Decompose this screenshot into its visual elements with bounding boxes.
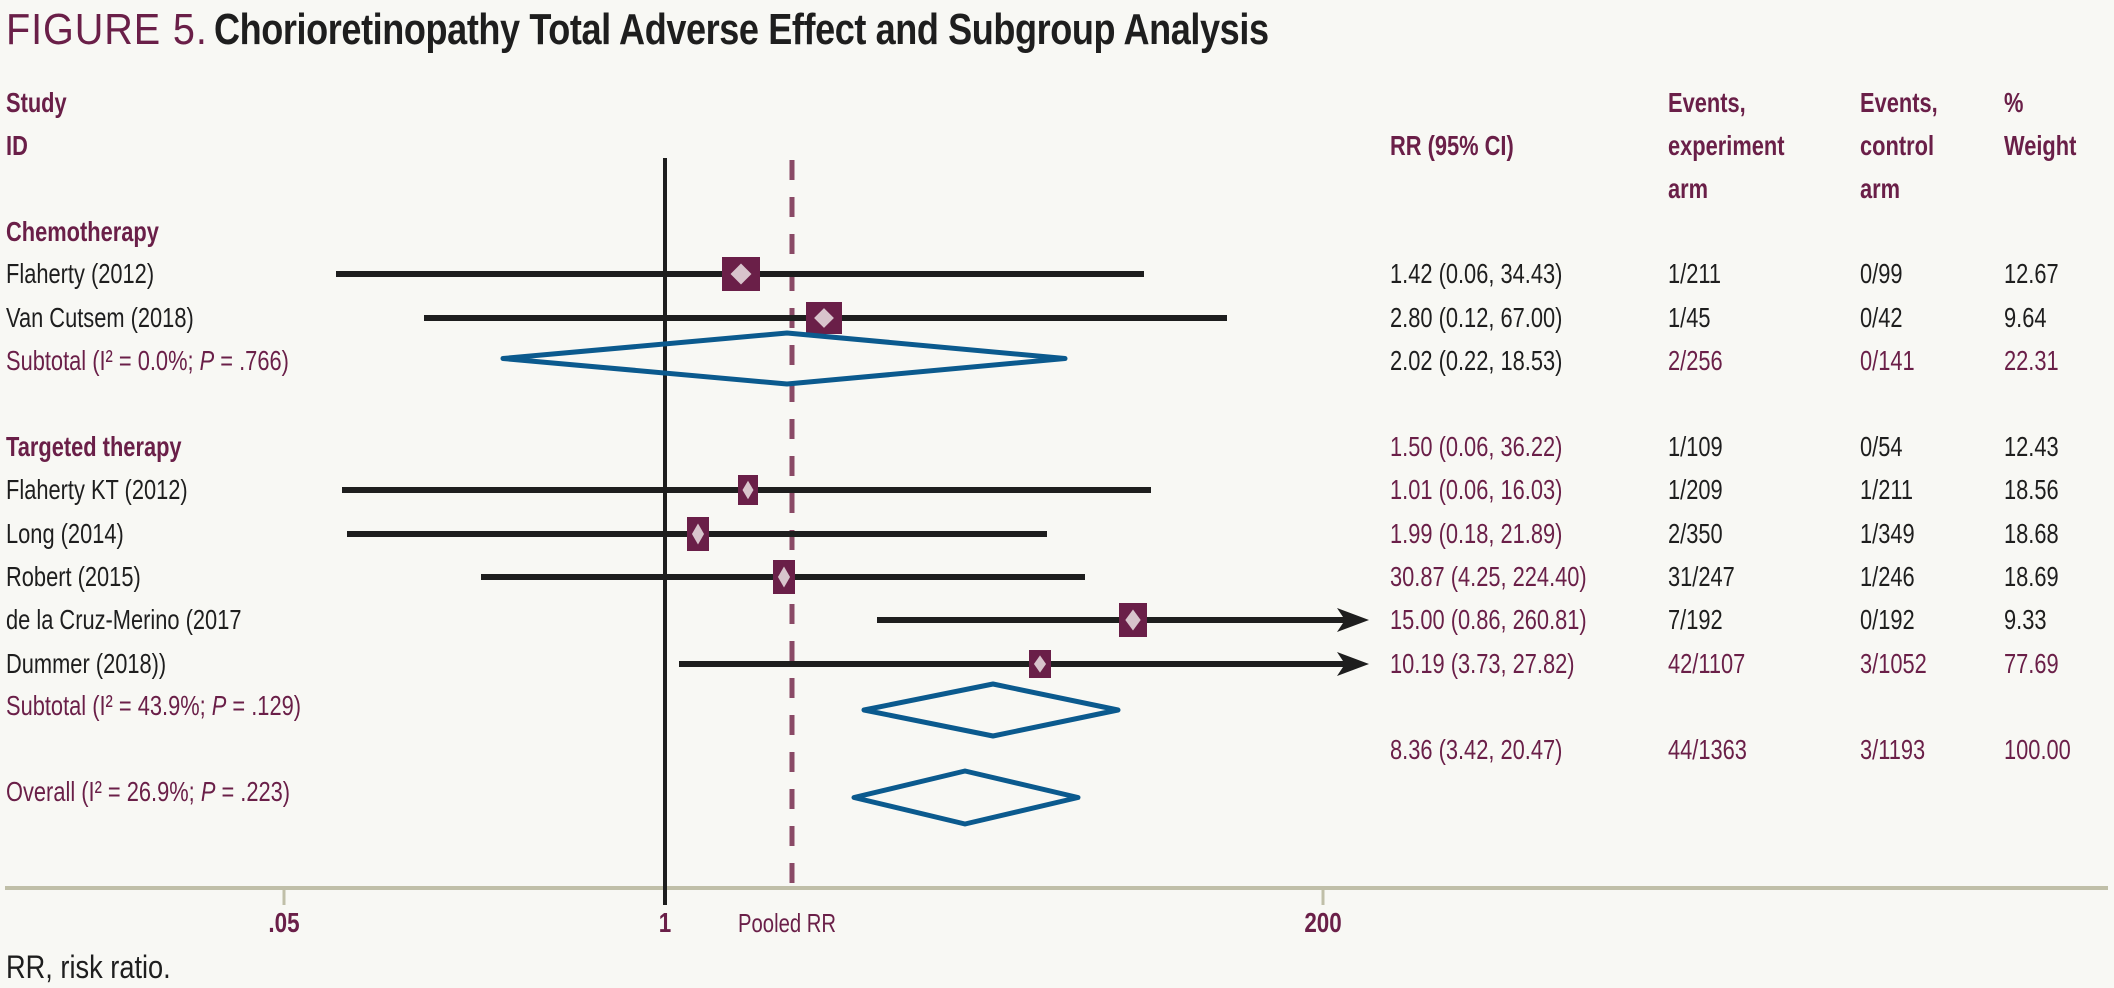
p-value: = .129) bbox=[226, 690, 302, 721]
marker-diamond-icon bbox=[814, 308, 834, 328]
ci-arrow bbox=[1337, 652, 1369, 676]
overall-diamond bbox=[851, 768, 1081, 827]
ci-arrow bbox=[1337, 608, 1369, 632]
header-weight-2: Weight bbox=[2004, 130, 2077, 161]
x-tick-label: 200 bbox=[1304, 907, 1342, 938]
rr-ci-value: 1.50 (0.06, 36.22) bbox=[1390, 431, 1563, 462]
stat-text: Subtotal (I² = 0.0%; bbox=[6, 345, 200, 376]
weight-value: 9.64 bbox=[2004, 302, 2047, 333]
x-tick-label: 1 bbox=[658, 907, 672, 938]
subtotal-label: Subtotal (I² = 43.9%; P = .129) bbox=[6, 689, 301, 723]
figure-title-text: Chorioretinopathy Total Adverse Effect a… bbox=[214, 5, 1269, 54]
events-experiment: 1/45 bbox=[1668, 302, 1711, 333]
stat-text: Overall (I² = 26.9%; bbox=[6, 776, 201, 807]
marker-diamond-icon bbox=[777, 566, 791, 588]
header-exp-1: Events, bbox=[1668, 87, 1746, 118]
weight-value: 18.69 bbox=[2004, 561, 2059, 592]
p-value: = .766) bbox=[214, 345, 289, 376]
events-experiment: 1/109 bbox=[1668, 431, 1723, 462]
marker-diamond-icon bbox=[1125, 609, 1141, 631]
weight-value: 22.31 bbox=[2004, 345, 2059, 376]
events-control: 1/211 bbox=[1860, 474, 1914, 505]
header-exp-2: experiment bbox=[1668, 130, 1785, 161]
rr-ci-value: 2.80 (0.12, 67.00) bbox=[1390, 302, 1563, 333]
footnote: RR, risk ratio. bbox=[6, 949, 171, 985]
study-label: Robert (2015) bbox=[6, 561, 141, 592]
study-label: de la Cruz-Merino (2017 bbox=[6, 604, 242, 635]
header-id: ID bbox=[6, 130, 28, 161]
rr-ci-value: 15.00 (0.86, 260.81) bbox=[1390, 604, 1587, 635]
stat-text: Subtotal (I² = 43.9%; bbox=[6, 690, 212, 721]
header-ctl-2: control bbox=[1860, 130, 1935, 161]
group-label: Targeted therapy bbox=[6, 431, 182, 462]
rr-ci-value: 1.99 (0.18, 21.89) bbox=[1390, 518, 1563, 549]
weight-value: 18.56 bbox=[2004, 474, 2059, 505]
pooled-rr-label: Pooled RR bbox=[738, 908, 837, 938]
header-rr: RR (95% CI) bbox=[1390, 130, 1514, 161]
overall-label: Overall (I² = 26.9%; P = .223) bbox=[6, 775, 290, 809]
events-experiment: 2/256 bbox=[1668, 345, 1723, 376]
weight-value: 77.69 bbox=[2004, 648, 2059, 679]
subtotal-diamond bbox=[861, 681, 1121, 739]
figure-title: FIGURE 5. Chorioretinopathy Total Advers… bbox=[6, 2, 1500, 58]
events-control: 1/246 bbox=[1860, 561, 1915, 592]
header-exp-3: arm bbox=[1668, 173, 1709, 204]
rr-ci-value: 10.19 (3.73, 27.82) bbox=[1390, 648, 1575, 679]
rr-ci-value: 2.02 (0.22, 18.53) bbox=[1390, 345, 1563, 376]
group-label: Chemotherapy bbox=[6, 216, 159, 247]
rr-ci-value: 1.01 (0.06, 16.03) bbox=[1390, 474, 1563, 505]
subtotal-label: Subtotal (I² = 0.0%; P = .766) bbox=[6, 344, 289, 378]
events-control: 0/99 bbox=[1860, 258, 1903, 289]
study-label: Flaherty KT (2012) bbox=[6, 474, 188, 505]
p-symbol: P bbox=[200, 776, 216, 807]
figure-label: FIGURE 5. bbox=[6, 5, 208, 54]
events-experiment: 1/209 bbox=[1668, 474, 1723, 505]
events-experiment: 7/192 bbox=[1668, 604, 1723, 635]
events-control: 3/1052 bbox=[1860, 648, 1927, 679]
rr-ci-value: 8.36 (3.42, 20.47) bbox=[1390, 734, 1563, 765]
events-experiment: 44/1363 bbox=[1668, 734, 1747, 765]
weight-value: 9.33 bbox=[2004, 604, 2047, 635]
events-control: 1/349 bbox=[1860, 518, 1915, 549]
header-ctl-1: Events, bbox=[1860, 87, 1938, 118]
p-symbol: P bbox=[211, 690, 227, 721]
weight-value: 18.68 bbox=[2004, 518, 2059, 549]
header-ctl-3: arm bbox=[1860, 173, 1901, 204]
weight-value: 100.00 bbox=[2004, 734, 2071, 765]
events-control: 0/42 bbox=[1860, 302, 1903, 333]
marker-diamond-icon bbox=[691, 523, 705, 545]
marker-diamond-icon bbox=[730, 263, 752, 285]
subtotal-diamond bbox=[500, 330, 1068, 387]
p-value: = .223) bbox=[215, 776, 291, 807]
events-experiment: 1/211 bbox=[1668, 258, 1722, 289]
header-weight-1: % bbox=[2004, 87, 2024, 118]
rr-ci-value: 1.42 (0.06, 34.43) bbox=[1390, 258, 1563, 289]
study-label: Long (2014) bbox=[6, 518, 124, 549]
events-experiment: 42/1107 bbox=[1668, 648, 1746, 679]
p-symbol: P bbox=[199, 345, 215, 376]
weight-value: 12.43 bbox=[2004, 431, 2059, 462]
events-experiment: 31/247 bbox=[1668, 561, 1735, 592]
events-control: 0/54 bbox=[1860, 431, 1903, 462]
events-control: 3/1193 bbox=[1860, 734, 1926, 765]
study-label: Flaherty (2012) bbox=[6, 258, 155, 289]
marker-diamond-icon bbox=[742, 480, 754, 500]
rr-ci-value: 30.87 (4.25, 224.40) bbox=[1390, 561, 1587, 592]
events-control: 0/192 bbox=[1860, 604, 1915, 635]
header-study: Study bbox=[6, 87, 67, 118]
weight-value: 12.67 bbox=[2004, 258, 2059, 289]
events-experiment: 2/350 bbox=[1668, 518, 1723, 549]
study-label: Van Cutsem (2018) bbox=[6, 302, 194, 333]
events-control: 0/141 bbox=[1860, 345, 1915, 376]
x-tick-label: .05 bbox=[268, 907, 300, 938]
marker-diamond-icon bbox=[1033, 655, 1047, 673]
study-label: Dummer (2018)) bbox=[6, 648, 167, 679]
